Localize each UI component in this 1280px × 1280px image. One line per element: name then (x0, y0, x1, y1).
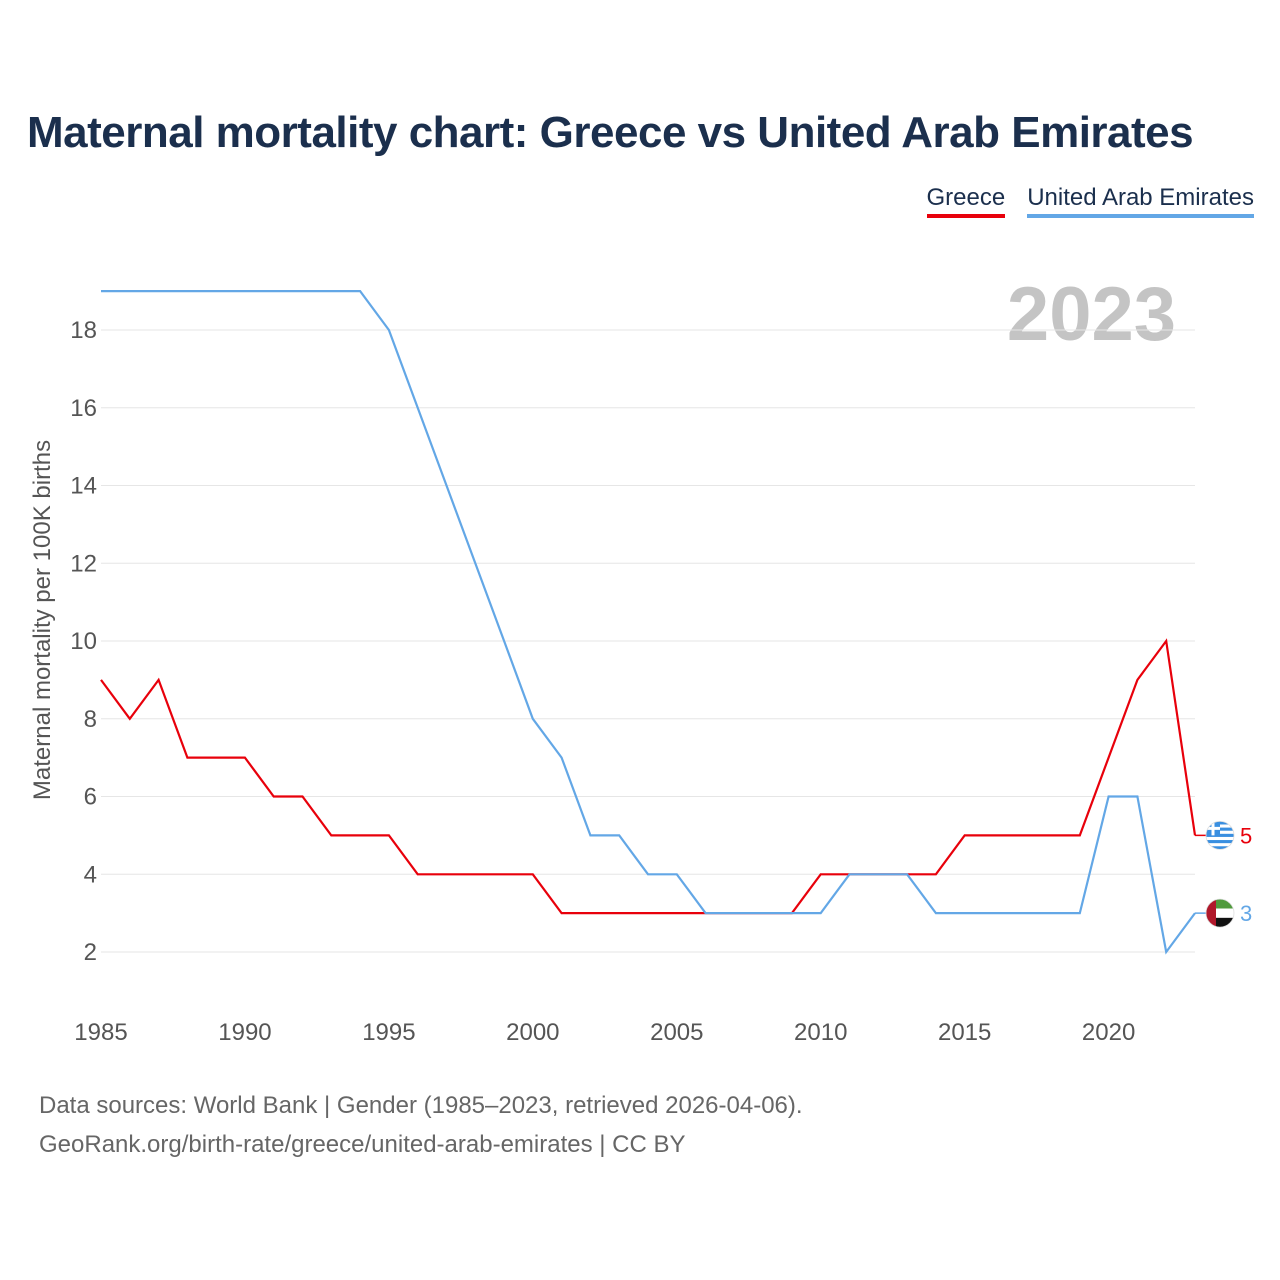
end-markers: 53 (1195, 820, 1252, 928)
series-lines (100, 290, 1197, 955)
chart-title: Maternal mortality chart: Greece vs Unit… (27, 108, 1194, 157)
year-watermark: 2023 (1007, 272, 1176, 357)
y-axis-ticks: 2 4 6 8 10 12 14 16 18 (70, 317, 97, 966)
y-tick-label: 2 (84, 939, 97, 966)
end-value-label: 3 (1240, 901, 1252, 926)
source-note: Data sources: World Bank | Gender (1985–… (39, 1092, 803, 1119)
series-line-uae (101, 290, 1196, 955)
y-tick-label: 4 (84, 861, 97, 888)
x-tick-label: 1985 (74, 1019, 127, 1046)
y-tick-label: 10 (70, 628, 97, 655)
greece-flag-icon (1205, 820, 1235, 850)
y-tick-label: 12 (70, 550, 97, 577)
series-line-greece (100, 638, 1197, 915)
x-tick-label: 2000 (506, 1019, 559, 1046)
footer: Data sources: World Bank | Gender (1985–… (39, 1086, 803, 1164)
y-tick-label: 16 (70, 395, 97, 422)
y-tick-label: 6 (84, 784, 97, 811)
x-tick-label: 2010 (794, 1019, 847, 1046)
x-tick-label: 1990 (218, 1019, 271, 1046)
credit-note[interactable]: GeoRank.org/birth-rate/greece/united-ara… (39, 1131, 686, 1158)
end-value-label: 5 (1240, 823, 1252, 848)
legend-item-greece[interactable]: Greece (926, 184, 1006, 218)
x-tick-label: 1995 (362, 1019, 415, 1046)
y-tick-label: 8 (84, 706, 97, 733)
legend: Greece United Arab Emirates (926, 184, 1254, 218)
legend-item-uae[interactable]: United Arab Emirates (1027, 184, 1254, 218)
y-tick-label: 18 (70, 317, 97, 344)
x-axis-ticks: 1985 1990 1995 2000 2005 2010 2015 2020 (74, 1019, 1135, 1046)
y-tick-label: 14 (70, 473, 97, 500)
x-tick-label: 2020 (1082, 1019, 1135, 1046)
x-tick-label: 2015 (938, 1019, 991, 1046)
y-axis-title: Maternal mortality per 100K births (29, 440, 56, 800)
uae-flag-icon (1205, 898, 1235, 928)
x-tick-label: 2005 (650, 1019, 703, 1046)
grid-lines (101, 329, 1195, 953)
